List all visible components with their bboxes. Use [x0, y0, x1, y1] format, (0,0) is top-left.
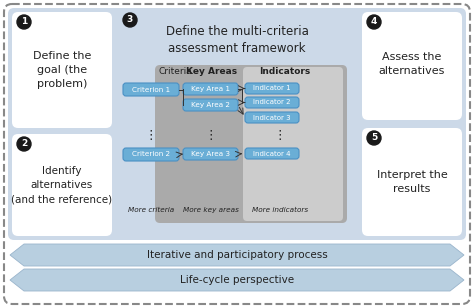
- Text: 3: 3: [127, 15, 133, 25]
- Text: Interpret the
results: Interpret the results: [377, 170, 447, 194]
- FancyBboxPatch shape: [245, 148, 299, 159]
- Text: Indicator 1: Indicator 1: [253, 86, 291, 91]
- Text: Indicator 3: Indicator 3: [253, 115, 291, 120]
- FancyBboxPatch shape: [183, 99, 238, 111]
- Circle shape: [123, 13, 137, 27]
- FancyBboxPatch shape: [123, 83, 179, 96]
- Text: Iterative and participatory process: Iterative and participatory process: [146, 250, 328, 260]
- FancyBboxPatch shape: [123, 148, 179, 161]
- Text: More key areas: More key areas: [183, 207, 239, 213]
- Text: Key Area 1: Key Area 1: [191, 86, 230, 92]
- Text: Life-cycle perspective: Life-cycle perspective: [180, 275, 294, 285]
- Circle shape: [17, 137, 31, 151]
- FancyBboxPatch shape: [243, 67, 343, 221]
- Text: 5: 5: [371, 133, 377, 143]
- FancyBboxPatch shape: [245, 112, 299, 123]
- Circle shape: [17, 15, 31, 29]
- Text: Identify
alternatives
(and the reference): Identify alternatives (and the reference…: [11, 166, 112, 204]
- Text: ⋮: ⋮: [145, 128, 157, 141]
- Text: Key Area 3: Key Area 3: [191, 151, 230, 157]
- FancyBboxPatch shape: [245, 83, 299, 94]
- FancyBboxPatch shape: [362, 12, 462, 120]
- FancyBboxPatch shape: [155, 65, 347, 223]
- FancyBboxPatch shape: [8, 8, 466, 240]
- FancyBboxPatch shape: [183, 83, 238, 95]
- Text: Criterion 2: Criterion 2: [132, 152, 170, 157]
- Text: Assess the
alternatives: Assess the alternatives: [379, 52, 445, 76]
- FancyBboxPatch shape: [118, 8, 356, 236]
- Text: 4: 4: [371, 18, 377, 26]
- Text: More criteria: More criteria: [128, 207, 174, 213]
- Text: ⋮: ⋮: [274, 128, 286, 141]
- Text: Define the multi-criteria
assessment framework: Define the multi-criteria assessment fra…: [165, 25, 309, 55]
- FancyBboxPatch shape: [362, 128, 462, 236]
- Text: Key Area 2: Key Area 2: [191, 102, 230, 108]
- FancyBboxPatch shape: [183, 148, 238, 160]
- FancyBboxPatch shape: [4, 4, 470, 304]
- Text: Indicators: Indicators: [259, 67, 310, 76]
- Text: Key Areas: Key Areas: [186, 67, 237, 76]
- Circle shape: [367, 15, 381, 29]
- Text: Define the
goal (the
problem): Define the goal (the problem): [33, 51, 91, 89]
- Text: 2: 2: [21, 140, 27, 148]
- Text: Indicator 4: Indicator 4: [253, 151, 291, 156]
- FancyBboxPatch shape: [12, 134, 112, 236]
- Polygon shape: [10, 269, 464, 291]
- Polygon shape: [10, 244, 464, 266]
- Text: 1: 1: [21, 18, 27, 26]
- FancyBboxPatch shape: [245, 97, 299, 108]
- Text: Indicator 2: Indicator 2: [253, 99, 291, 106]
- FancyBboxPatch shape: [12, 12, 112, 128]
- Text: Criteria: Criteria: [158, 67, 192, 76]
- Text: Criterion 1: Criterion 1: [132, 87, 170, 92]
- Text: More indicators: More indicators: [252, 207, 308, 213]
- Text: ⋮: ⋮: [205, 128, 217, 141]
- Circle shape: [367, 131, 381, 145]
